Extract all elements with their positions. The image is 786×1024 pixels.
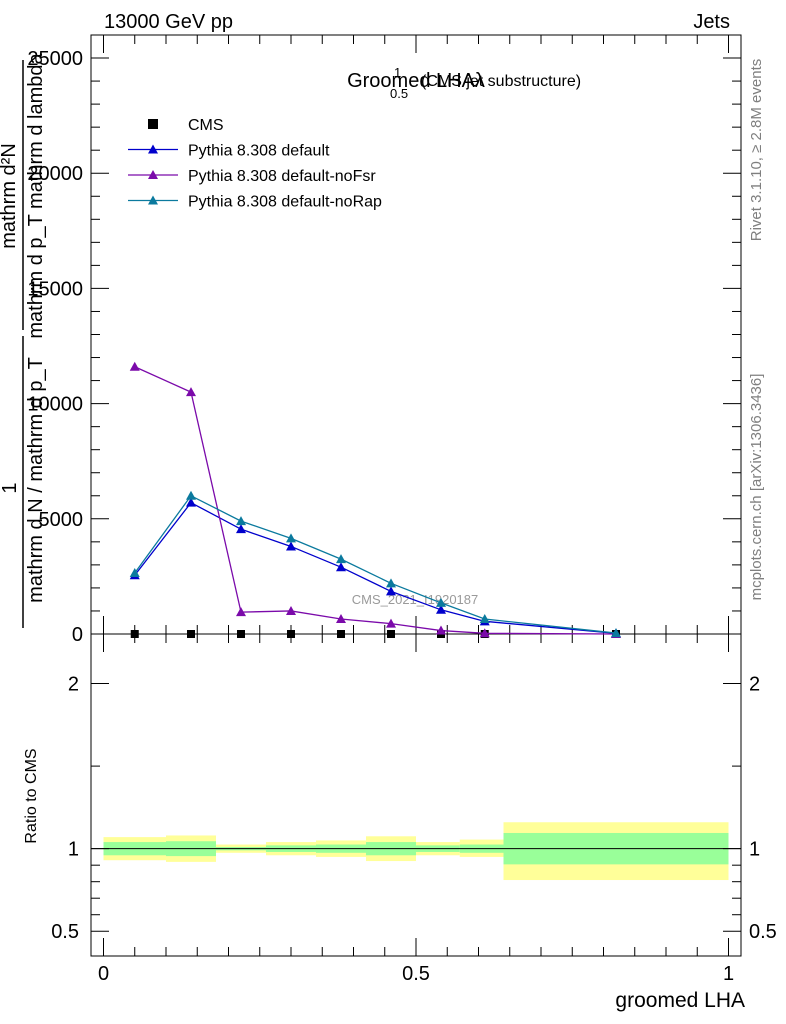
legend-label: Pythia 8.308 default — [188, 143, 330, 160]
series-point — [436, 604, 446, 614]
x-tick-label: 1 — [723, 963, 734, 985]
ratio-y-tick-label-right: 1 — [749, 839, 760, 861]
plot-title-sub: 0.5 — [390, 86, 408, 101]
main-y-tick-label: 25000 — [27, 48, 83, 70]
series-point — [479, 614, 490, 624]
legend-item: Pythia 8.308 default-noRap — [128, 194, 382, 211]
y-label-main-numerator: mathrm d²N — [0, 143, 20, 249]
series-point — [236, 516, 246, 526]
legend-label: CMS — [188, 117, 224, 134]
main-y-tick-label: 10000 — [27, 394, 83, 416]
main-y-tick-label: 0 — [72, 624, 83, 646]
data-point — [237, 630, 245, 638]
data-point — [187, 630, 195, 638]
plot-title: Groomed LHAλ — [347, 70, 485, 92]
plot-title-suffix: (CMS jet substructure) — [421, 73, 581, 90]
series-layer — [129, 361, 621, 638]
series-line — [134, 501, 617, 634]
x-axis-label: groomed LHA — [615, 989, 745, 1012]
series-point — [129, 361, 140, 371]
main-y-ticks: 0 5000 10000 15000 20000 25000 — [27, 34, 741, 646]
ratio-y-tick-label: 2 — [68, 674, 79, 696]
series-point — [236, 607, 246, 617]
series-point — [479, 628, 490, 638]
series-point — [129, 567, 140, 577]
series-1 — [129, 497, 621, 638]
series-point — [336, 554, 346, 564]
series-point — [386, 618, 396, 628]
main-x-ticks — [103, 35, 729, 634]
main-y-tick-label: 15000 — [27, 278, 83, 300]
series-point — [386, 578, 396, 588]
y-label-top-denominator: mathrm d N / mathrm d p_T — [25, 357, 47, 603]
mcplots-label: mcplots.cern.ch [arXiv:1306.3436] — [748, 374, 765, 601]
analysis-watermark: CMS_2021_I1920187 — [352, 592, 479, 607]
ratio-y-ticks: 0.5 0.5 1 1 2 2 — [51, 674, 777, 944]
header-right: Jets — [693, 11, 730, 33]
ratio-y-tick-label: 1 — [68, 839, 79, 861]
series-point — [336, 614, 346, 624]
main-y-tick-label: 5000 — [39, 509, 84, 531]
series-point — [186, 490, 196, 500]
series-point — [436, 597, 446, 607]
ratio-x-ticks: 0 0.5 1 — [98, 634, 734, 985]
series-line — [134, 494, 617, 634]
plot-title-lambda: λ — [475, 70, 485, 92]
legend-item: Pythia 8.308 default-noFsr — [128, 168, 376, 185]
data-point — [130, 630, 139, 638]
series-point — [386, 586, 396, 596]
series-point — [186, 387, 196, 397]
series-point — [611, 628, 621, 638]
ratio-plot-frame — [90, 633, 742, 957]
x-tick-label: 0 — [98, 963, 109, 985]
legend-label: Pythia 8.308 default-noRap — [188, 194, 382, 211]
ratio-y-axis-label: Ratio to CMS — [23, 748, 40, 843]
legend-marker — [148, 195, 158, 205]
y-label-main-denominator: mathrm d p_T mathrm d lambda — [25, 52, 47, 338]
ratio-y-tick-label-right: 2 — [749, 674, 760, 696]
data-point — [287, 630, 295, 638]
legend-item: Pythia 8.308 default — [128, 143, 330, 160]
legend-label: Pythia 8.308 default-noFsr — [188, 168, 376, 185]
data-point — [337, 630, 345, 638]
legend-item: CMS — [148, 117, 224, 134]
series-point — [186, 497, 196, 507]
x-tick-label: 0.5 — [402, 963, 430, 985]
series-point — [436, 625, 446, 635]
ratio-bands — [103, 822, 729, 881]
plot-title-main: Groomed LHA — [347, 70, 475, 92]
rivet-label: Rivet 3.1.10, ≥ 2.8M events — [748, 59, 765, 242]
series-point — [236, 524, 246, 534]
legend: CMS Pythia 8.308 default Pythia 8.308 defa… — [128, 117, 382, 211]
plot-title-sup: 1 — [394, 65, 401, 80]
ratio-y-tick-label-right: 0.5 — [749, 921, 777, 943]
legend-marker — [148, 170, 158, 179]
series-point — [286, 605, 296, 615]
data-point — [387, 630, 395, 638]
main-y-tick-label: 20000 — [27, 163, 83, 185]
header-left: 13000 GeV pp — [104, 11, 233, 33]
series-point — [286, 533, 296, 543]
ratio-y-tick-label: 0.5 — [51, 921, 79, 943]
series-point — [286, 541, 296, 551]
legend-marker — [148, 144, 158, 154]
series-3 — [129, 490, 621, 638]
series-point — [336, 562, 346, 572]
main-y-axis-label: 1 mathrm d N / mathrm d p_T mathrm d²N m… — [0, 52, 47, 628]
legend-marker — [148, 119, 158, 129]
y-label-top-numerator: 1 — [0, 482, 21, 493]
